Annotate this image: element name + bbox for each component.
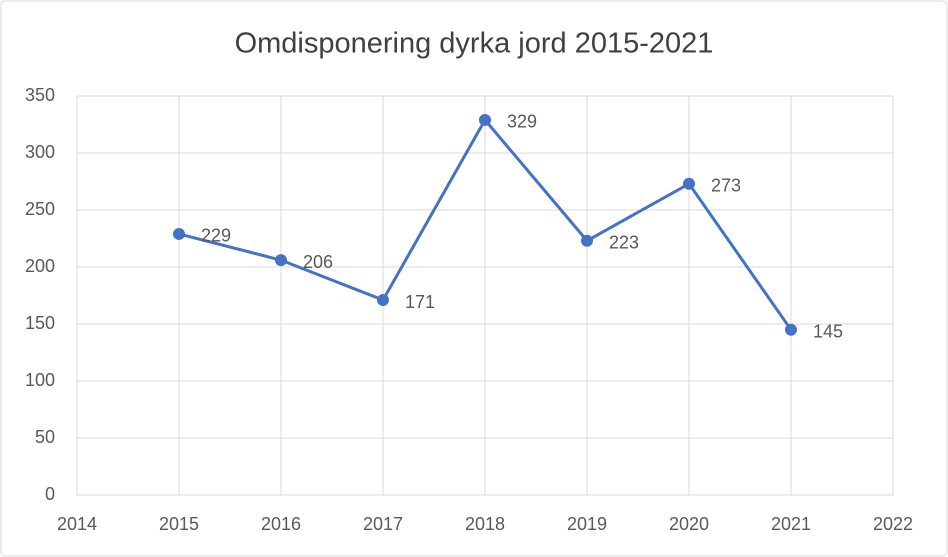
chart-title: Omdisponering dyrka jord 2015-2021 <box>235 28 714 60</box>
y-tick-label: 100 <box>25 370 55 390</box>
data-label: 171 <box>405 292 435 312</box>
data-label: 273 <box>711 176 741 196</box>
x-tick-label: 2017 <box>363 514 403 534</box>
data-label: 329 <box>507 112 537 132</box>
point <box>683 177 695 190</box>
y-tick-label: 350 <box>25 85 55 105</box>
x-tick-label: 2019 <box>567 514 607 534</box>
y-tick-label: 200 <box>25 256 55 276</box>
x-tick-label: 2014 <box>57 514 97 534</box>
x-tick-label: 2016 <box>261 514 301 534</box>
data-label: 145 <box>813 321 843 341</box>
point <box>479 113 491 126</box>
y-tick-label: 150 <box>25 313 55 333</box>
x-tick-label: 2018 <box>465 514 505 534</box>
y-tick-label: 0 <box>45 484 55 504</box>
x-tick-label: 2022 <box>873 514 913 534</box>
x-tick-label: 2020 <box>669 514 709 534</box>
point <box>377 294 389 307</box>
point <box>581 234 593 247</box>
x-tick-label: 2015 <box>159 514 199 534</box>
y-tick-label: 50 <box>35 427 55 447</box>
data-label: 229 <box>201 226 231 246</box>
y-tick-label: 300 <box>25 142 55 162</box>
data-label: 223 <box>609 233 639 253</box>
point <box>275 254 287 267</box>
x-tick-label: 2021 <box>771 514 811 534</box>
data-label: 206 <box>303 252 333 272</box>
y-tick-label: 250 <box>25 199 55 219</box>
point <box>785 323 797 336</box>
point <box>173 227 185 240</box>
